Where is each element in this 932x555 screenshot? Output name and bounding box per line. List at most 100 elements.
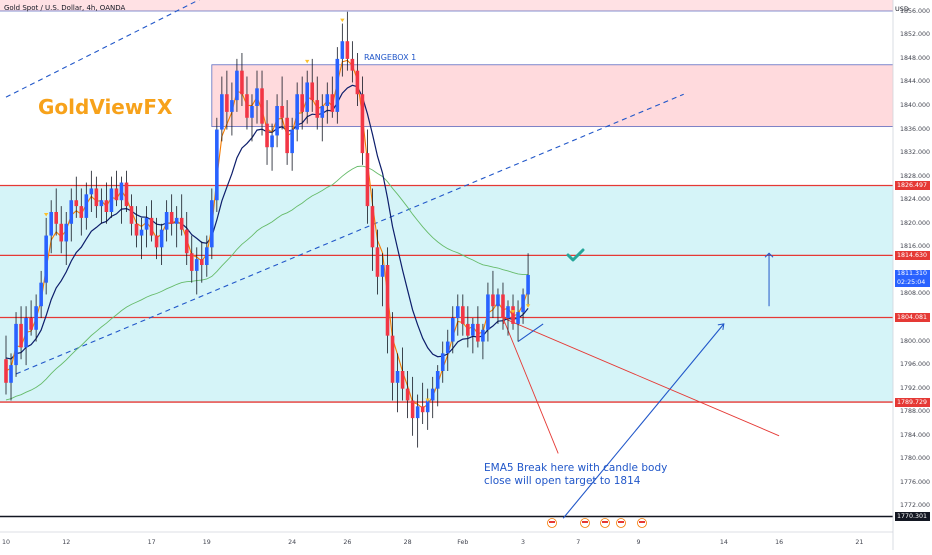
candle-body-71 — [360, 94, 365, 154]
candle-body-37 — [189, 253, 194, 271]
candle-body-55 — [280, 106, 284, 118]
candle-body-58 — [295, 94, 299, 130]
price-tick-label: 1836.000 — [900, 125, 931, 133]
candle-body-70 — [355, 70, 360, 95]
candle-body-69 — [350, 58, 355, 71]
candle-body-36 — [184, 229, 189, 254]
time-tick-label: 17 — [147, 539, 156, 546]
candle-body-50 — [255, 88, 259, 106]
trendline-5 — [517, 323, 544, 343]
candle-body-97 — [491, 294, 495, 307]
candle-body-7 — [39, 282, 43, 307]
candle-body-41 — [210, 200, 214, 248]
candle-body-98 — [496, 294, 500, 307]
candle-body-65 — [330, 94, 335, 112]
candle-body-32 — [164, 212, 169, 230]
chart-title: Gold Spot / U.S. Dollar, 4h, OANDA — [4, 4, 126, 12]
candle-body-72 — [365, 153, 370, 207]
candle-body-12 — [64, 223, 69, 242]
signal-marker-5 — [525, 304, 531, 308]
candle-body-66 — [335, 58, 340, 112]
candle-body-85 — [430, 388, 435, 401]
candle-body-100 — [506, 306, 510, 318]
candle-body-95 — [481, 329, 485, 342]
time-tick-label: 24 — [288, 539, 297, 546]
candle-body-64 — [325, 94, 330, 106]
price-tag-level: 1789.729 — [895, 397, 930, 407]
candle-body-8 — [44, 235, 48, 283]
candle-body-33 — [169, 212, 174, 224]
price-tag-value: 1804.081 — [897, 314, 928, 322]
rangebox-zone — [211, 64, 900, 128]
diagonal-arrow-head — [717, 323, 725, 330]
event-icon-stripe-2 — [602, 521, 608, 523]
candle-body-99 — [501, 294, 505, 318]
candle-body-102 — [516, 312, 520, 324]
candle-body-17 — [89, 188, 94, 195]
red-arrow-head — [502, 317, 510, 325]
candle-body-61 — [310, 82, 315, 101]
candle-body-94 — [476, 323, 480, 342]
candle-body-27 — [139, 229, 144, 236]
price-tick-label: 1808.000 — [900, 290, 931, 298]
price-tick-label: 1776.000 — [900, 478, 931, 486]
candle-body-79 — [400, 371, 405, 389]
candle-body-96 — [486, 294, 490, 330]
candle-body-77 — [390, 335, 395, 383]
candle-body-4 — [24, 318, 28, 348]
time-tick-label: 14 — [719, 539, 728, 546]
ma-long-line — [5, 165, 529, 401]
candle-body-38 — [194, 259, 199, 271]
candle-body-104 — [526, 274, 530, 295]
event-icon-stripe-1 — [582, 521, 588, 523]
candle-body-31 — [159, 229, 164, 248]
candle-body-25 — [129, 206, 134, 224]
candle-body-3 — [19, 323, 23, 348]
price-tag-level: 1826.497 — [895, 181, 930, 191]
price-tag-value: 1811.310 — [897, 270, 928, 278]
price-tag-level: 1814.630 — [895, 250, 930, 260]
candle-body-30 — [154, 235, 159, 248]
price-tick-label: 1840.000 — [900, 102, 931, 109]
candle-body-51 — [260, 88, 264, 124]
analysis-note: EMA5 Break here with candle body close w… — [484, 462, 668, 487]
trendline-2 — [562, 323, 725, 519]
candle-body-16 — [84, 194, 89, 218]
candle-body-2 — [14, 323, 18, 366]
candle-body-35 — [179, 217, 184, 230]
event-icon-stripe-0 — [549, 521, 555, 523]
candle-body-42 — [215, 129, 219, 201]
price-tag-value: 1789.729 — [897, 398, 928, 406]
candle-body-90 — [456, 306, 460, 318]
candle-body-82 — [415, 406, 420, 419]
candle-body-14 — [74, 200, 79, 207]
price-tick-label: 1848.000 — [900, 54, 931, 62]
candle-body-56 — [285, 117, 289, 154]
signal-marker-4 — [510, 310, 516, 314]
signal-marker-1 — [305, 59, 310, 64]
bar-countdown: 02:25:04 — [897, 278, 926, 286]
time-tick-label: 3 — [521, 539, 526, 546]
candle-body-40 — [205, 247, 209, 265]
candle-body-11 — [59, 223, 64, 242]
candle-body-34 — [174, 217, 179, 224]
candle-body-44 — [225, 94, 229, 112]
candle-body-23 — [119, 182, 124, 201]
top-zone — [0, 0, 893, 11]
candle-body-67 — [340, 41, 345, 59]
candle-body-92 — [466, 323, 470, 336]
candle-body-68 — [345, 41, 350, 59]
price-tag-level: 1804.081 — [895, 313, 930, 323]
target-arrow-head — [764, 252, 774, 258]
price-tick-label: 1800.000 — [900, 337, 931, 345]
event-icon-stripe-3 — [618, 521, 624, 523]
price-tag-dark: 1770.301 — [895, 511, 930, 521]
price-tick-label: 1828.000 — [900, 172, 931, 180]
candle-body-84 — [425, 400, 430, 413]
time-tick-label: 12 — [62, 539, 71, 546]
candle-body-43 — [220, 94, 224, 130]
price-tick-label: 1852.000 — [900, 31, 931, 39]
price-tick-label: 1824.000 — [900, 196, 931, 204]
candle-body-76 — [385, 265, 390, 336]
